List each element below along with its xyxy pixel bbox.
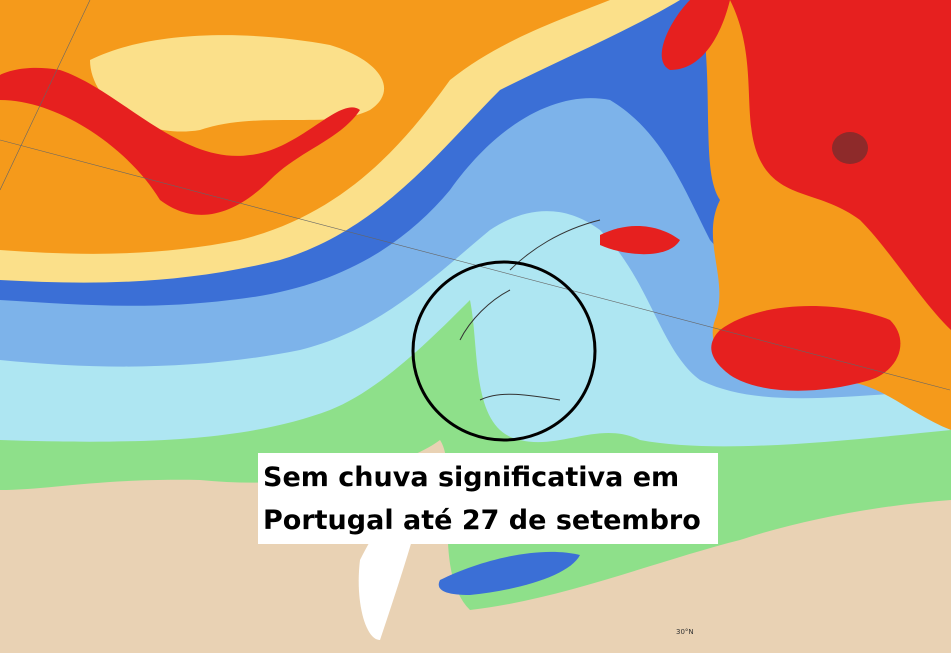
caption-box — [258, 453, 718, 544]
graticule — [0, 0, 951, 391]
highlight-circle — [411, 260, 597, 442]
dark-red-patch — [832, 132, 868, 164]
red-patch — [711, 306, 901, 391]
red-patch — [661, 0, 730, 70]
caption-line: Portugal até 27 de setembro — [263, 505, 701, 536]
caption-line: Sem chuva significativa em — [263, 462, 679, 493]
yellow-patch — [90, 35, 385, 132]
lat-label: 30°N — [676, 628, 694, 636]
europe-red — [730, 0, 951, 330]
red-patch — [600, 225, 680, 255]
red-band — [0, 67, 360, 215]
blue-patch — [438, 551, 580, 595]
